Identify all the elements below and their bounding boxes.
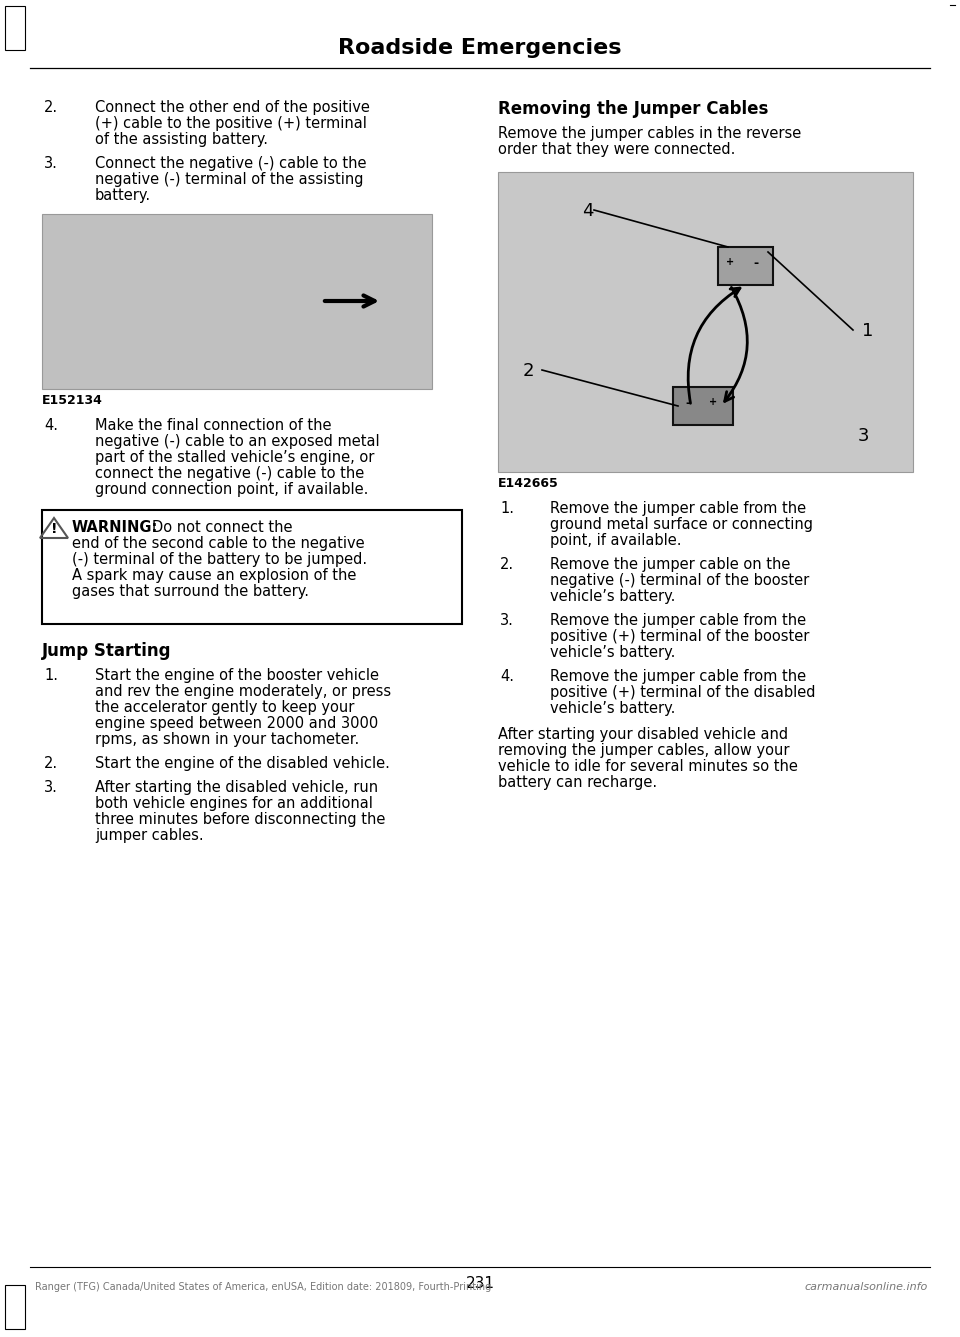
Text: +: + [708,397,717,406]
Text: 1: 1 [862,322,874,340]
Bar [718,247,773,285]
Text: Start the engine of the disabled vehicle.: Start the engine of the disabled vehicle… [95,755,390,771]
Text: Remove the jumper cables in the reverse: Remove the jumper cables in the reverse [498,126,802,140]
Text: of the assisting battery.: of the assisting battery. [95,132,268,147]
Text: -: - [685,397,690,410]
Text: connect the negative (-) cable to the: connect the negative (-) cable to the [95,467,364,481]
Text: carmanualsonline.info: carmanualsonline.info [804,1282,928,1292]
Text: vehicle to idle for several minutes so the: vehicle to idle for several minutes so t… [498,759,798,774]
Text: 3.: 3. [44,779,58,796]
Text: and rev the engine moderately, or press: and rev the engine moderately, or press [95,685,391,699]
Text: three minutes before disconnecting the: three minutes before disconnecting the [95,812,385,828]
Text: -: - [754,257,758,270]
Text: negative (-) cable to an exposed metal: negative (-) cable to an exposed metal [95,435,379,449]
Text: negative (-) terminal of the assisting: negative (-) terminal of the assisting [95,172,364,187]
Text: Ranger (TFG) Canada/United States of America, enUSA, Edition date: 201809, Fourt: Ranger (TFG) Canada/United States of Ame… [35,1282,492,1292]
Text: 2.: 2. [44,755,59,771]
Text: ground metal surface or connecting: ground metal surface or connecting [550,517,813,532]
Text: Start the engine of the booster vehicle: Start the engine of the booster vehicle [95,668,379,683]
Text: rpms, as shown in your tachometer.: rpms, as shown in your tachometer. [95,731,359,747]
Text: Removing the Jumper Cables: Removing the Jumper Cables [498,100,768,118]
Bar [42,214,432,389]
Bar [673,386,733,425]
Text: removing the jumper cables, allow your: removing the jumper cables, allow your [498,743,789,758]
Text: Remove the jumper cable from the: Remove the jumper cable from the [550,612,806,628]
Text: 2.: 2. [44,100,59,115]
Text: 4.: 4. [500,668,514,685]
Text: (-) terminal of the battery to be jumped.: (-) terminal of the battery to be jumped… [72,552,367,567]
Text: Connect the other end of the positive: Connect the other end of the positive [95,100,370,115]
Text: After starting your disabled vehicle and: After starting your disabled vehicle and [498,727,788,742]
Text: end of the second cable to the negative: end of the second cable to the negative [72,536,365,551]
Text: positive (+) terminal of the disabled: positive (+) terminal of the disabled [550,685,815,701]
Text: gases that surround the battery.: gases that surround the battery. [72,584,309,599]
Text: (+) cable to the positive (+) terminal: (+) cable to the positive (+) terminal [95,116,367,131]
Text: 3.: 3. [500,612,514,628]
Text: Remove the jumper cable from the: Remove the jumper cable from the [550,668,806,685]
Bar [498,172,913,472]
Text: battery can recharge.: battery can recharge. [498,775,658,790]
Text: 1.: 1. [500,501,514,516]
Text: jumper cables.: jumper cables. [95,828,204,844]
Text: 1.: 1. [44,668,58,683]
Text: positive (+) terminal of the booster: positive (+) terminal of the booster [550,628,809,644]
Bar [5,5,25,49]
Text: Do not connect the: Do not connect the [152,520,293,535]
Text: 4: 4 [583,202,593,221]
Text: vehicle’s battery.: vehicle’s battery. [550,701,676,717]
Text: 2.: 2. [500,558,515,572]
Text: engine speed between 2000 and 3000: engine speed between 2000 and 3000 [95,717,378,731]
Text: Remove the jumper cable from the: Remove the jumper cable from the [550,501,806,516]
Text: part of the stalled vehicle’s engine, or: part of the stalled vehicle’s engine, or [95,451,374,465]
Text: vehicle’s battery.: vehicle’s battery. [550,590,676,604]
Text: 2: 2 [522,362,534,380]
Text: Make the final connection of the: Make the final connection of the [95,418,331,433]
Text: Roadside Emergencies: Roadside Emergencies [338,37,622,57]
Text: point, if available.: point, if available. [550,533,682,548]
Text: negative (-) terminal of the booster: negative (-) terminal of the booster [550,574,809,588]
Text: E142665: E142665 [498,477,559,489]
Text: Connect the negative (-) cable to the: Connect the negative (-) cable to the [95,156,367,171]
Text: E152134: E152134 [42,394,103,406]
Bar [5,1285,25,1329]
Text: +: + [726,257,734,267]
Text: 4.: 4. [44,418,58,433]
Text: Remove the jumper cable on the: Remove the jumper cable on the [550,558,790,572]
Text: 3: 3 [857,427,869,445]
Text: 3.: 3. [44,156,58,171]
Text: ground connection point, if available.: ground connection point, if available. [95,483,369,497]
Bar [42,509,462,624]
Text: Jump Starting: Jump Starting [42,642,172,660]
Text: vehicle’s battery.: vehicle’s battery. [550,644,676,660]
Text: 231: 231 [466,1275,494,1290]
Text: order that they were connected.: order that they were connected. [498,142,735,156]
Text: both vehicle engines for an additional: both vehicle engines for an additional [95,796,372,812]
Text: A spark may cause an explosion of the: A spark may cause an explosion of the [72,568,356,583]
Text: the accelerator gently to keep your: the accelerator gently to keep your [95,701,354,715]
Text: After starting the disabled vehicle, run: After starting the disabled vehicle, run [95,779,378,796]
Text: !: ! [51,521,58,536]
Text: WARNING:: WARNING: [72,520,158,535]
Text: battery.: battery. [95,189,151,203]
